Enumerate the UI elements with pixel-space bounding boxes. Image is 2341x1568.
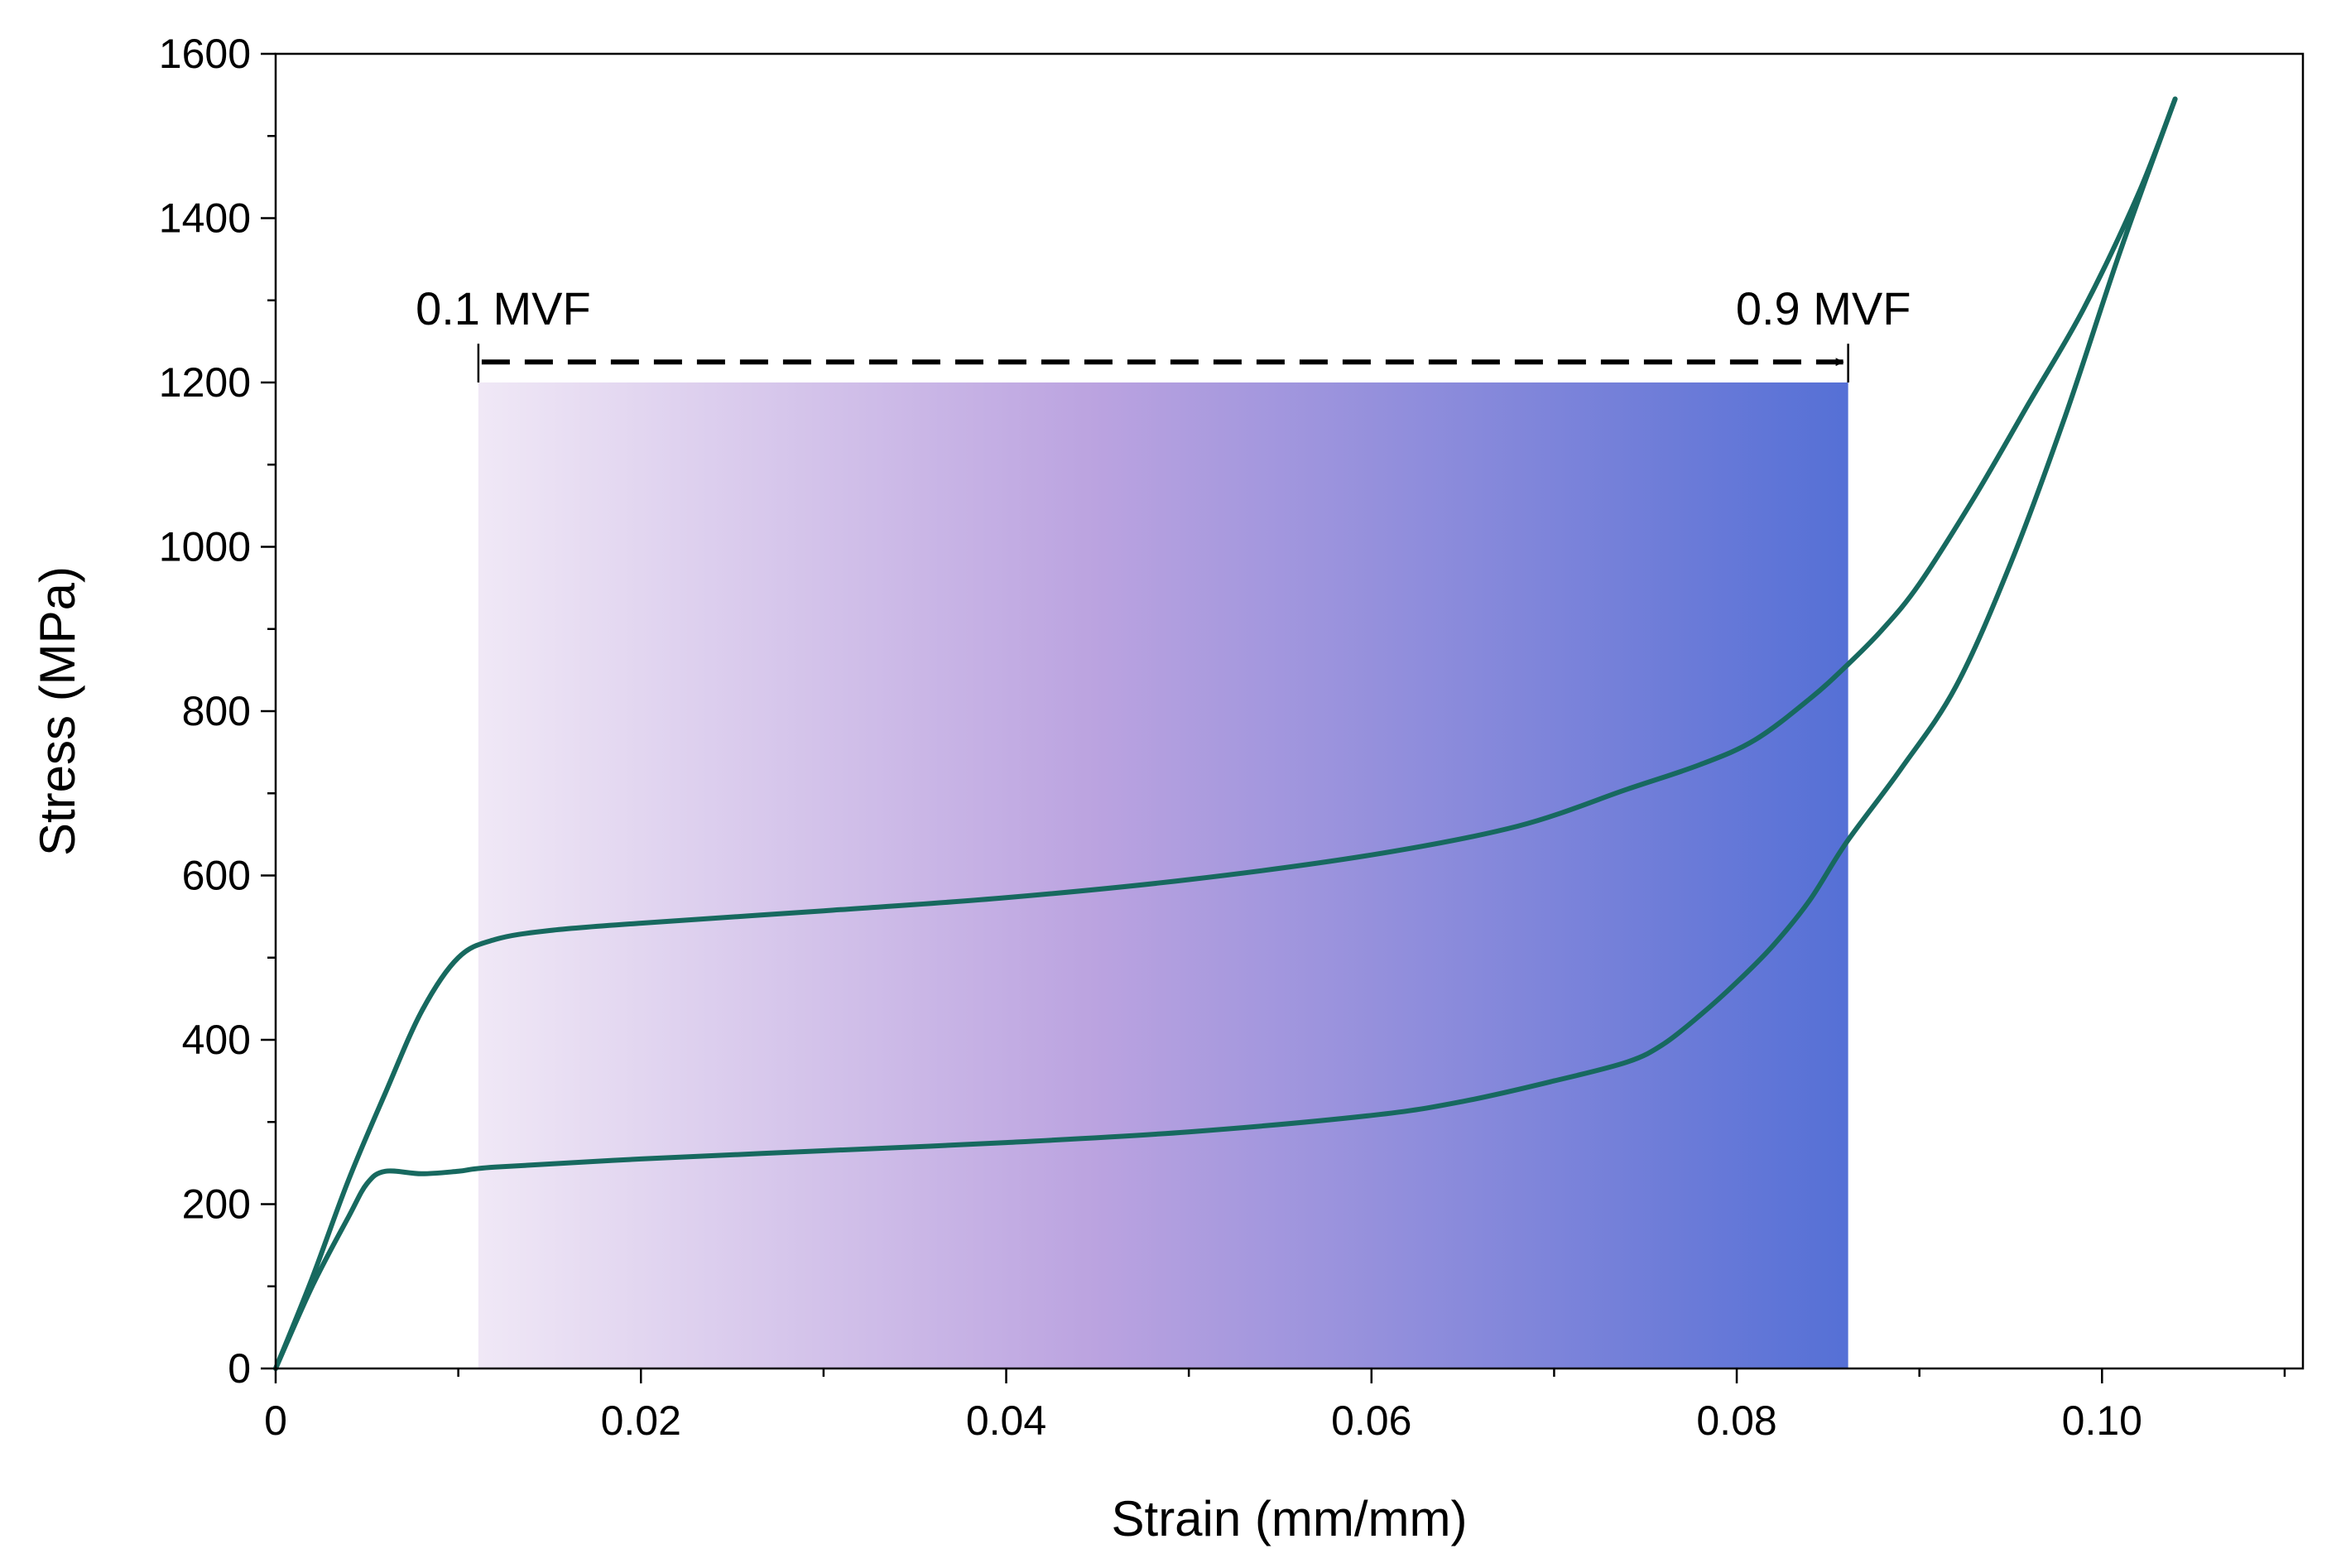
y-axis-title: Stress (MPa): [30, 566, 85, 856]
series-layer: [273, 96, 2178, 1371]
x-axis: 0 0.02 0.04 0.06 0.08 0.10: [264, 1368, 2286, 1444]
annotation-0.1-mvf: 0.1 MVF: [416, 282, 591, 334]
y-tick-label: 1400: [159, 195, 251, 242]
y-tick-label: 1600: [159, 31, 251, 77]
y-tick-label: 800: [182, 688, 251, 734]
x-axis-title: Strain (mm/mm): [1112, 1491, 1468, 1546]
x-tick-label: 0.04: [966, 1397, 1046, 1444]
annotation-layer: 0.1 MVF 0.9 MVF: [416, 282, 1911, 382]
y-tick-label: 600: [182, 853, 251, 899]
x-tick-label: 0.08: [1696, 1397, 1776, 1444]
x-tick-label: 0.10: [2062, 1397, 2142, 1444]
mvf-shaded-region: [478, 382, 1848, 1368]
y-tick-label: 1000: [159, 524, 251, 570]
unloading-curve: [273, 96, 2178, 1371]
y-tick-label: 1200: [159, 359, 251, 406]
loading-curve: [273, 96, 2178, 1371]
y-axis: 0 200 400 600 800 1000 1200 1400 1600: [159, 31, 276, 1392]
x-tick-label: 0: [264, 1397, 287, 1444]
y-tick-label: 0: [228, 1345, 251, 1392]
y-tick-label: 400: [182, 1017, 251, 1063]
x-tick-label: 0.02: [601, 1397, 681, 1444]
y-tick-label: 200: [182, 1181, 251, 1228]
annotation-0.9-mvf: 0.9 MVF: [1736, 282, 1911, 334]
x-tick-label: 0.06: [1331, 1397, 1411, 1444]
